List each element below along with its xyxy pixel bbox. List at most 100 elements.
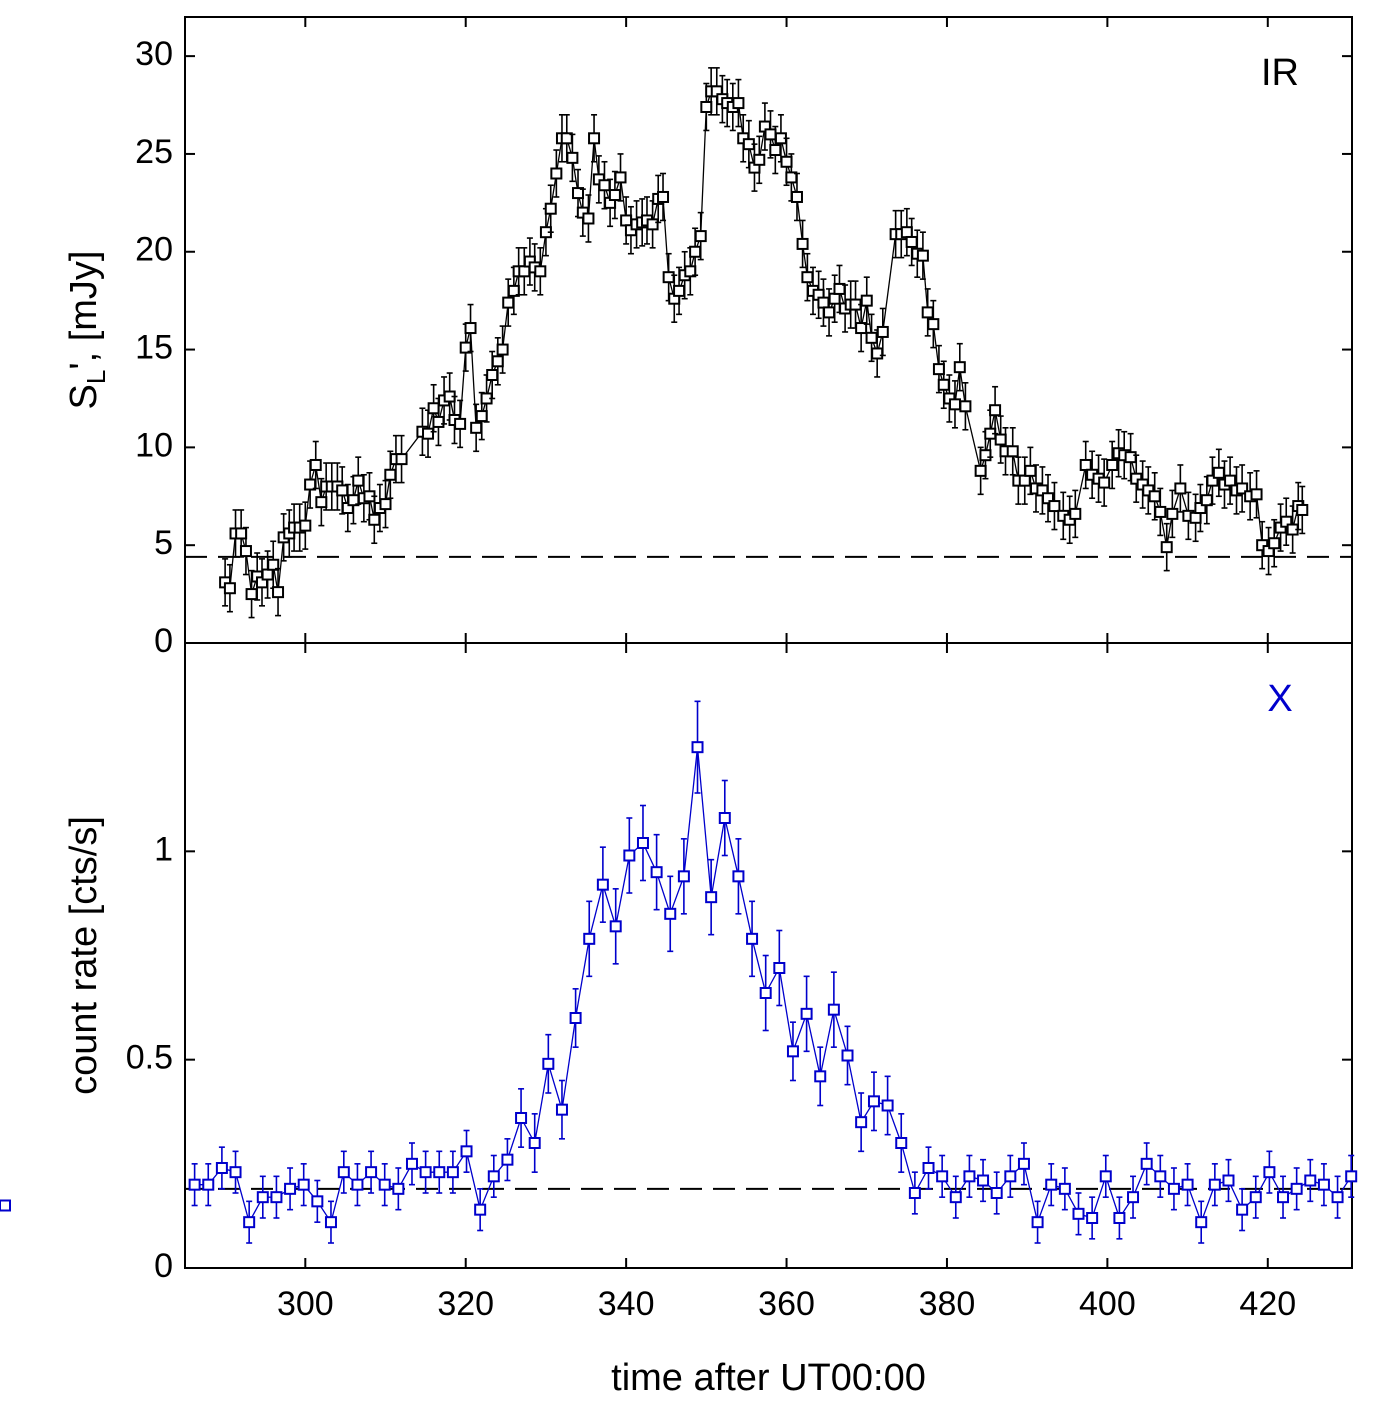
data-point: [673, 284, 686, 297]
data-point: [518, 265, 531, 278]
data-point: [501, 1153, 514, 1166]
data-point: [959, 400, 972, 413]
y-tick-label: 20: [135, 231, 173, 269]
data-point: [614, 171, 627, 184]
data-point: [1212, 466, 1225, 479]
data-point: [979, 449, 992, 462]
data-point: [895, 1137, 908, 1149]
data-point: [432, 415, 445, 428]
data-point: [608, 189, 621, 202]
data-point: [368, 513, 381, 526]
data-point: [786, 1045, 799, 1058]
data-point: [759, 987, 772, 999]
panel-annotation: X: [1267, 678, 1292, 720]
data-point: [1174, 482, 1187, 495]
data-point: [243, 1216, 256, 1229]
data-point: [464, 322, 477, 335]
data-point: [475, 410, 488, 423]
data-point: [609, 920, 622, 933]
data-point: [1006, 445, 1019, 458]
data-point: [1268, 537, 1281, 550]
data-point: [515, 1112, 528, 1124]
y-axis-label: SL', [mJy]: [63, 251, 111, 410]
data-point: [855, 322, 868, 335]
data-point: [1277, 1191, 1290, 1204]
data-point: [1304, 1174, 1317, 1187]
data-point: [1331, 1191, 1344, 1204]
data-point: [378, 1178, 391, 1191]
data-point: [1086, 1212, 1099, 1224]
y-axis-label-main: count rate [cts/s]: [63, 816, 105, 1095]
data-point: [419, 1166, 432, 1179]
data-point: [433, 1166, 446, 1179]
data-point: [1113, 1212, 1126, 1224]
data-point: [753, 153, 766, 166]
data-point: [1222, 1174, 1235, 1187]
data-point: [1042, 492, 1055, 505]
y-tick-label: 0: [154, 1247, 173, 1285]
data-point: [267, 558, 280, 571]
data-point: [927, 318, 940, 331]
x-axis-label: time after UT00:00: [611, 1357, 926, 1399]
data-point: [566, 151, 579, 164]
data-point: [1166, 507, 1179, 520]
data-point: [662, 271, 675, 284]
y-tick-label: 10: [135, 426, 173, 464]
y-tick-label: 0.5: [126, 1039, 173, 1077]
data-point: [990, 1187, 1003, 1199]
data-point: [324, 1216, 337, 1229]
data-point: [948, 398, 961, 411]
x-tick-label: 360: [758, 1285, 815, 1323]
data-point: [1189, 511, 1202, 524]
data-point: [691, 741, 704, 754]
data-point: [569, 1012, 582, 1024]
data-point: [215, 1162, 228, 1174]
data-point: [790, 190, 803, 203]
data-point: [542, 1057, 555, 1070]
x-tick-label: 420: [1239, 1285, 1296, 1323]
data-point: [1079, 458, 1092, 471]
data-point: [297, 1178, 310, 1191]
data-point: [309, 458, 322, 471]
data-point: [446, 1166, 459, 1179]
data-point: [486, 368, 499, 381]
y-tick-label: 0: [154, 622, 173, 660]
data-point: [392, 1182, 405, 1195]
y-axis-label-main: S: [63, 384, 105, 409]
data-point: [1290, 1182, 1303, 1195]
data-point: [769, 144, 782, 157]
data-point: [623, 849, 636, 862]
data-point: [800, 1007, 813, 1020]
data-point: [1181, 1178, 1194, 1191]
data-point: [664, 907, 677, 920]
data-point: [1224, 474, 1237, 487]
data-point: [384, 468, 397, 481]
data-point: [705, 891, 718, 904]
data-point: [855, 1116, 868, 1129]
data-point: [351, 1178, 364, 1191]
data-point: [953, 361, 966, 374]
data-point: [989, 404, 1002, 417]
data-point: [1127, 1191, 1140, 1204]
data-point: [583, 932, 596, 945]
data-point: [534, 265, 547, 278]
data-point: [596, 878, 609, 891]
data-point: [598, 179, 611, 192]
data-point: [379, 498, 392, 511]
data-point: [188, 1178, 201, 1191]
data-point: [817, 296, 830, 309]
data-point: [1017, 1157, 1030, 1170]
y-tick-label: 25: [135, 133, 173, 171]
data-point: [1018, 474, 1031, 487]
data-point: [949, 1191, 962, 1204]
data-point: [905, 235, 918, 248]
data-point: [352, 474, 365, 487]
data-point: [1345, 1170, 1358, 1183]
data-point: [1160, 541, 1173, 554]
data-point: [474, 1203, 487, 1216]
data-point: [937, 378, 950, 391]
data-point: [764, 128, 777, 141]
plot-frame: [184, 642, 1353, 1269]
data-point: [620, 214, 633, 227]
data-point: [588, 132, 601, 145]
